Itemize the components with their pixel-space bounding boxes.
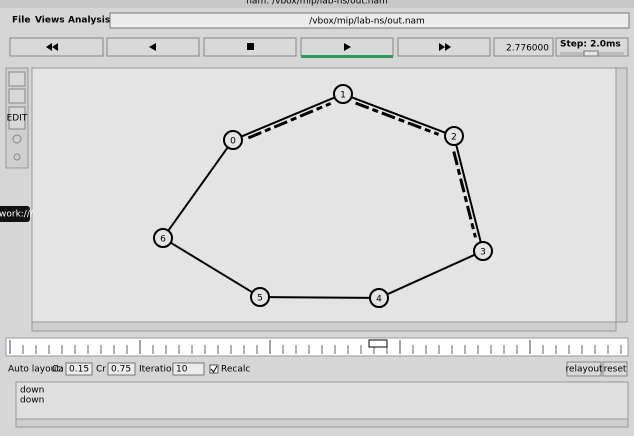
node-label: 0: [230, 137, 236, 147]
node: [250, 287, 270, 307]
timeline[interactable]: [5, 337, 629, 357]
window-title: nam: /vbox/mip/lab-ns/out.nam: [246, 0, 388, 7]
log-scrollbar[interactable]: [15, 418, 629, 428]
network-canvas[interactable]: [31, 67, 617, 323]
step: Step: 2.0ms: [560, 40, 621, 50]
node-label: 4: [376, 295, 382, 305]
stop-icon: [247, 43, 254, 50]
link: [268, 296, 371, 299]
ca-value: 0.15: [69, 365, 89, 375]
path-field: [109, 12, 630, 29]
link: [240, 96, 336, 138]
node: [333, 84, 353, 104]
link: [386, 253, 476, 296]
tool-button[interactable]: [8, 88, 26, 104]
tool-button[interactable]: [12, 134, 22, 144]
title-bar: [0, 0, 634, 8]
step-slider-thumb[interactable]: [583, 50, 599, 57]
menu-item[interactable]: Analysis: [68, 16, 110, 26]
time-slider[interactable]: [368, 339, 388, 348]
link: [170, 241, 253, 294]
cr-value: 0.75: [111, 365, 131, 375]
check-mark: [210, 365, 218, 373]
file-path: /vbox/mip/lab-ns/out.nam: [309, 17, 425, 27]
play-indicator: [301, 55, 393, 58]
link: [351, 96, 446, 134]
link: [455, 144, 482, 243]
network: 0 1 2 3 4 5 6: [153, 84, 493, 308]
node: [369, 288, 389, 308]
v-scrollbar[interactable]: [615, 67, 628, 323]
rewind-icon: [46, 43, 58, 51]
h-scrollbar[interactable]: [31, 321, 617, 332]
node-label: 3: [480, 248, 486, 258]
iterations-field[interactable]: [172, 362, 205, 376]
node-label: 6: [160, 235, 166, 245]
cr-label: Cr: [96, 365, 106, 375]
log-line: down: [20, 386, 44, 396]
cr-field[interactable]: [107, 362, 136, 376]
iterations-value: 10: [176, 365, 188, 375]
node: [153, 228, 173, 248]
time: 2.776000: [506, 44, 549, 54]
iterations-label: Iterations: [139, 365, 182, 375]
back-icon: [149, 43, 156, 51]
reset-label: reset: [604, 365, 627, 375]
edit-label: EDIT: [7, 114, 28, 124]
node: [223, 130, 243, 150]
relayout-button[interactable]: [566, 361, 602, 377]
ca-field[interactable]: [65, 362, 93, 376]
log-line: down: [20, 396, 44, 406]
ca-label: Ca: [52, 365, 64, 375]
relayout-label: relayout: [565, 365, 603, 375]
packets: [247, 102, 332, 140]
time-box: [493, 37, 554, 57]
node-label: 1: [340, 91, 346, 101]
node: [473, 241, 493, 261]
reset-button[interactable]: [602, 361, 628, 377]
node: [444, 126, 464, 146]
link: [167, 146, 229, 232]
auto-layout-label: Auto layout:: [8, 365, 63, 375]
play-icon: [344, 43, 351, 51]
recalc-label: Recalc: [221, 365, 250, 375]
recalc-checkbox[interactable]: [209, 364, 219, 374]
menu-item[interactable]: Views: [35, 16, 65, 26]
tool-button[interactable]: [13, 153, 21, 161]
node-label: 2: [451, 133, 457, 143]
tool-button[interactable]: [8, 71, 26, 87]
tooltip: [0, 206, 30, 222]
forward-icon: [439, 43, 451, 51]
tool-button[interactable]: [8, 106, 26, 130]
node-label: 5: [257, 294, 263, 304]
menu-item[interactable]: File: [12, 16, 30, 26]
tooltip-text: work:///: [0, 210, 34, 220]
